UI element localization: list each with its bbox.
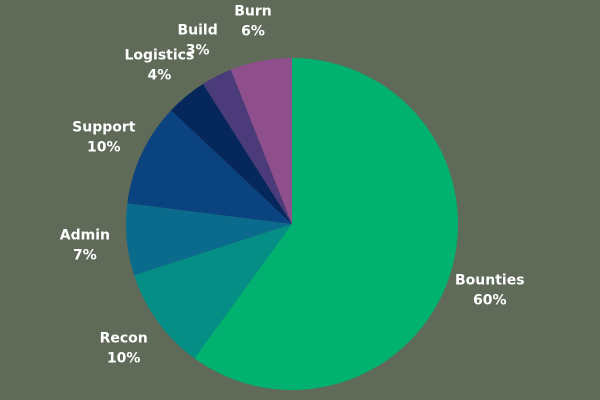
slice-name-logistics: Logistics (124, 48, 194, 64)
slice-admin (125, 203, 292, 276)
slice-label-admin: Admin 7% (60, 228, 110, 264)
slice-logistics (170, 83, 292, 224)
slice-label-support: Support 10% (72, 119, 136, 155)
pie-labels: Bounties 60% Recon 10% Admin 7% Support 10% Logi… (60, 4, 525, 367)
slice-name-build: Build (177, 23, 217, 39)
slice-name-bounties: Bounties (455, 272, 525, 288)
pie-slices (125, 58, 458, 390)
slice-percent-admin: 7% (73, 248, 97, 264)
slice-name-recon: Recon (100, 330, 148, 346)
slice-percent-bounties: 60% (473, 292, 507, 308)
slice-bounties (194, 58, 458, 390)
slice-percent-logistics: 4% (148, 68, 172, 84)
slice-label-logistics: Logistics 4% (124, 48, 194, 84)
slice-label-bounties: Bounties 60% (455, 272, 525, 308)
slice-label-burn: Burn 6% (234, 4, 272, 40)
slice-name-admin: Admin (60, 228, 110, 244)
slice-burn (230, 58, 292, 224)
slice-percent-build: 3% (186, 43, 210, 59)
slice-label-recon: Recon 10% (100, 330, 148, 366)
slice-recon (134, 224, 292, 359)
slice-percent-burn: 6% (241, 24, 265, 40)
slice-percent-support: 10% (87, 139, 121, 155)
slice-build (203, 69, 292, 224)
slice-label-build: Build 3% (177, 23, 217, 59)
slice-support (127, 110, 292, 224)
slice-name-support: Support (72, 119, 136, 135)
slice-name-burn: Burn (234, 4, 272, 20)
slice-percent-recon: 10% (107, 350, 141, 366)
